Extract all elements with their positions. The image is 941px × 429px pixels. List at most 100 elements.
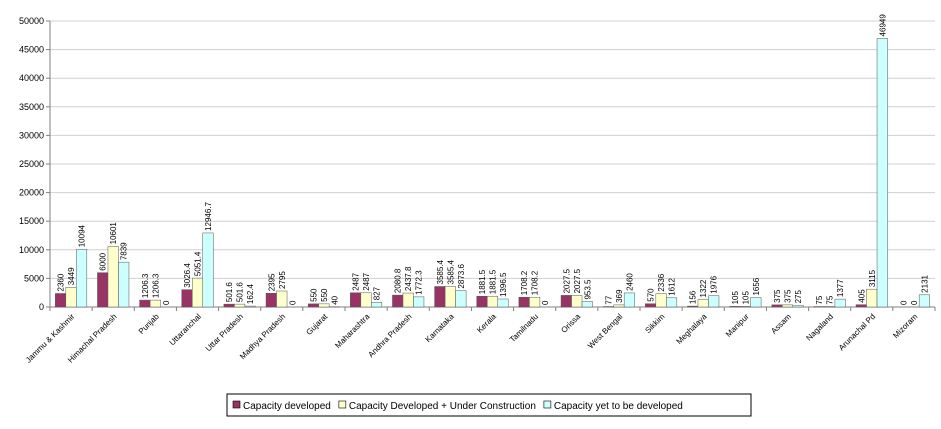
data-label: 3115 bbox=[868, 269, 877, 287]
data-label: 1322 bbox=[699, 279, 708, 297]
data-label: 1772.3 bbox=[415, 270, 424, 295]
data-label: 0 bbox=[899, 300, 908, 305]
x-tick-label: Maharashtra bbox=[333, 312, 372, 351]
data-label: 550 bbox=[320, 288, 329, 302]
data-label: 3449 bbox=[67, 267, 76, 285]
bar bbox=[771, 304, 783, 308]
bar bbox=[697, 299, 709, 308]
bar bbox=[149, 299, 161, 308]
x-tick-label: Tamilnadu bbox=[508, 312, 540, 344]
data-label: 10094 bbox=[78, 224, 87, 247]
bar bbox=[655, 293, 667, 308]
bar bbox=[518, 296, 530, 308]
bar bbox=[192, 277, 203, 308]
bar bbox=[202, 232, 214, 308]
x-tick-label: Gujarat bbox=[304, 312, 329, 337]
data-label: 156 bbox=[689, 290, 698, 304]
bar bbox=[834, 298, 846, 308]
data-label: 1206.3 bbox=[151, 273, 160, 298]
y-tick-label: 50000 bbox=[19, 16, 44, 26]
legend-box bbox=[226, 393, 752, 417]
data-label: 7839 bbox=[120, 242, 129, 260]
data-label: 3585.4 bbox=[436, 259, 445, 284]
y-tick-label: 10000 bbox=[19, 245, 44, 255]
data-label: 0 bbox=[162, 300, 171, 305]
bar bbox=[782, 304, 793, 308]
bar bbox=[76, 249, 88, 308]
data-label: 1881.5 bbox=[489, 269, 498, 294]
legend-swatch bbox=[338, 400, 347, 409]
data-label: 2336 bbox=[657, 273, 666, 291]
bar bbox=[244, 305, 256, 308]
data-label: 375 bbox=[773, 289, 782, 303]
data-label: 105 bbox=[731, 291, 740, 305]
bar bbox=[307, 303, 319, 308]
y-tick-label: 25000 bbox=[19, 159, 44, 169]
data-label: 162.4 bbox=[246, 284, 255, 305]
bar bbox=[581, 301, 593, 308]
data-label: 46949 bbox=[878, 14, 887, 37]
y-tick-label: 15000 bbox=[19, 216, 44, 226]
data-label: 5051.4 bbox=[194, 251, 203, 276]
data-label: 1612 bbox=[668, 277, 677, 295]
legend: Capacity developed Capacity Developed + U… bbox=[226, 393, 752, 417]
bar bbox=[487, 295, 498, 308]
data-label: 75 bbox=[826, 295, 835, 304]
bar bbox=[444, 286, 456, 308]
x-tick-label: Uttaranchal bbox=[168, 312, 203, 347]
data-label: 1708.2 bbox=[520, 270, 529, 295]
bar bbox=[708, 295, 720, 308]
data-label: 953.5 bbox=[583, 279, 592, 300]
bar bbox=[392, 294, 404, 308]
bar bbox=[139, 299, 151, 308]
bar bbox=[729, 306, 741, 308]
data-label: 75 bbox=[815, 295, 824, 304]
x-tick-label: Andhra Pradesh bbox=[366, 312, 413, 359]
bar bbox=[55, 293, 67, 308]
data-label: 1206.3 bbox=[141, 273, 150, 298]
bar bbox=[107, 246, 119, 308]
bar bbox=[434, 286, 446, 308]
data-label: 1881.5 bbox=[478, 269, 487, 294]
bar bbox=[413, 296, 425, 308]
bar bbox=[866, 288, 878, 308]
data-label: 2795 bbox=[278, 271, 287, 289]
legend-entry: Capacity yet to be developed bbox=[554, 401, 683, 412]
x-tick-label: Nagaland bbox=[804, 312, 835, 343]
data-label: 3585.4 bbox=[446, 259, 455, 284]
data-label: 10601 bbox=[109, 222, 118, 245]
bar bbox=[455, 290, 467, 308]
x-tick-label: Orissa bbox=[559, 312, 582, 335]
bar bbox=[560, 295, 572, 308]
x-tick-label: Karnataka bbox=[424, 312, 457, 345]
x-tick-label: Assam bbox=[769, 312, 793, 336]
bar bbox=[623, 292, 635, 308]
data-label: 3026.4 bbox=[183, 263, 192, 288]
data-label: 827 bbox=[373, 286, 382, 300]
data-label: 501.6 bbox=[225, 282, 234, 303]
legend-swatch bbox=[543, 400, 552, 409]
data-label: 1656 bbox=[752, 277, 761, 295]
y-tick-label: 45000 bbox=[19, 45, 44, 55]
data-label: 2460 bbox=[625, 273, 634, 291]
y-tick-label: 0 bbox=[39, 302, 44, 312]
data-label: 1976 bbox=[710, 275, 719, 293]
bar bbox=[571, 295, 583, 308]
bar bbox=[750, 297, 762, 308]
x-tick-label: Mizoram bbox=[891, 312, 919, 340]
bar bbox=[792, 305, 804, 308]
x-tick-label: Meghalaya bbox=[675, 312, 709, 346]
bar bbox=[350, 292, 362, 308]
data-label: 2131 bbox=[920, 274, 929, 292]
y-tick-label: 35000 bbox=[19, 102, 44, 112]
data-label: 1377 bbox=[836, 279, 845, 297]
legend-swatch bbox=[232, 400, 241, 409]
data-label: 0 bbox=[541, 300, 550, 305]
y-tick-label: 30000 bbox=[19, 130, 44, 140]
data-label: 2027.5 bbox=[573, 268, 582, 293]
bar bbox=[918, 294, 930, 308]
bar bbox=[855, 304, 867, 308]
data-label: 105 bbox=[741, 291, 750, 305]
